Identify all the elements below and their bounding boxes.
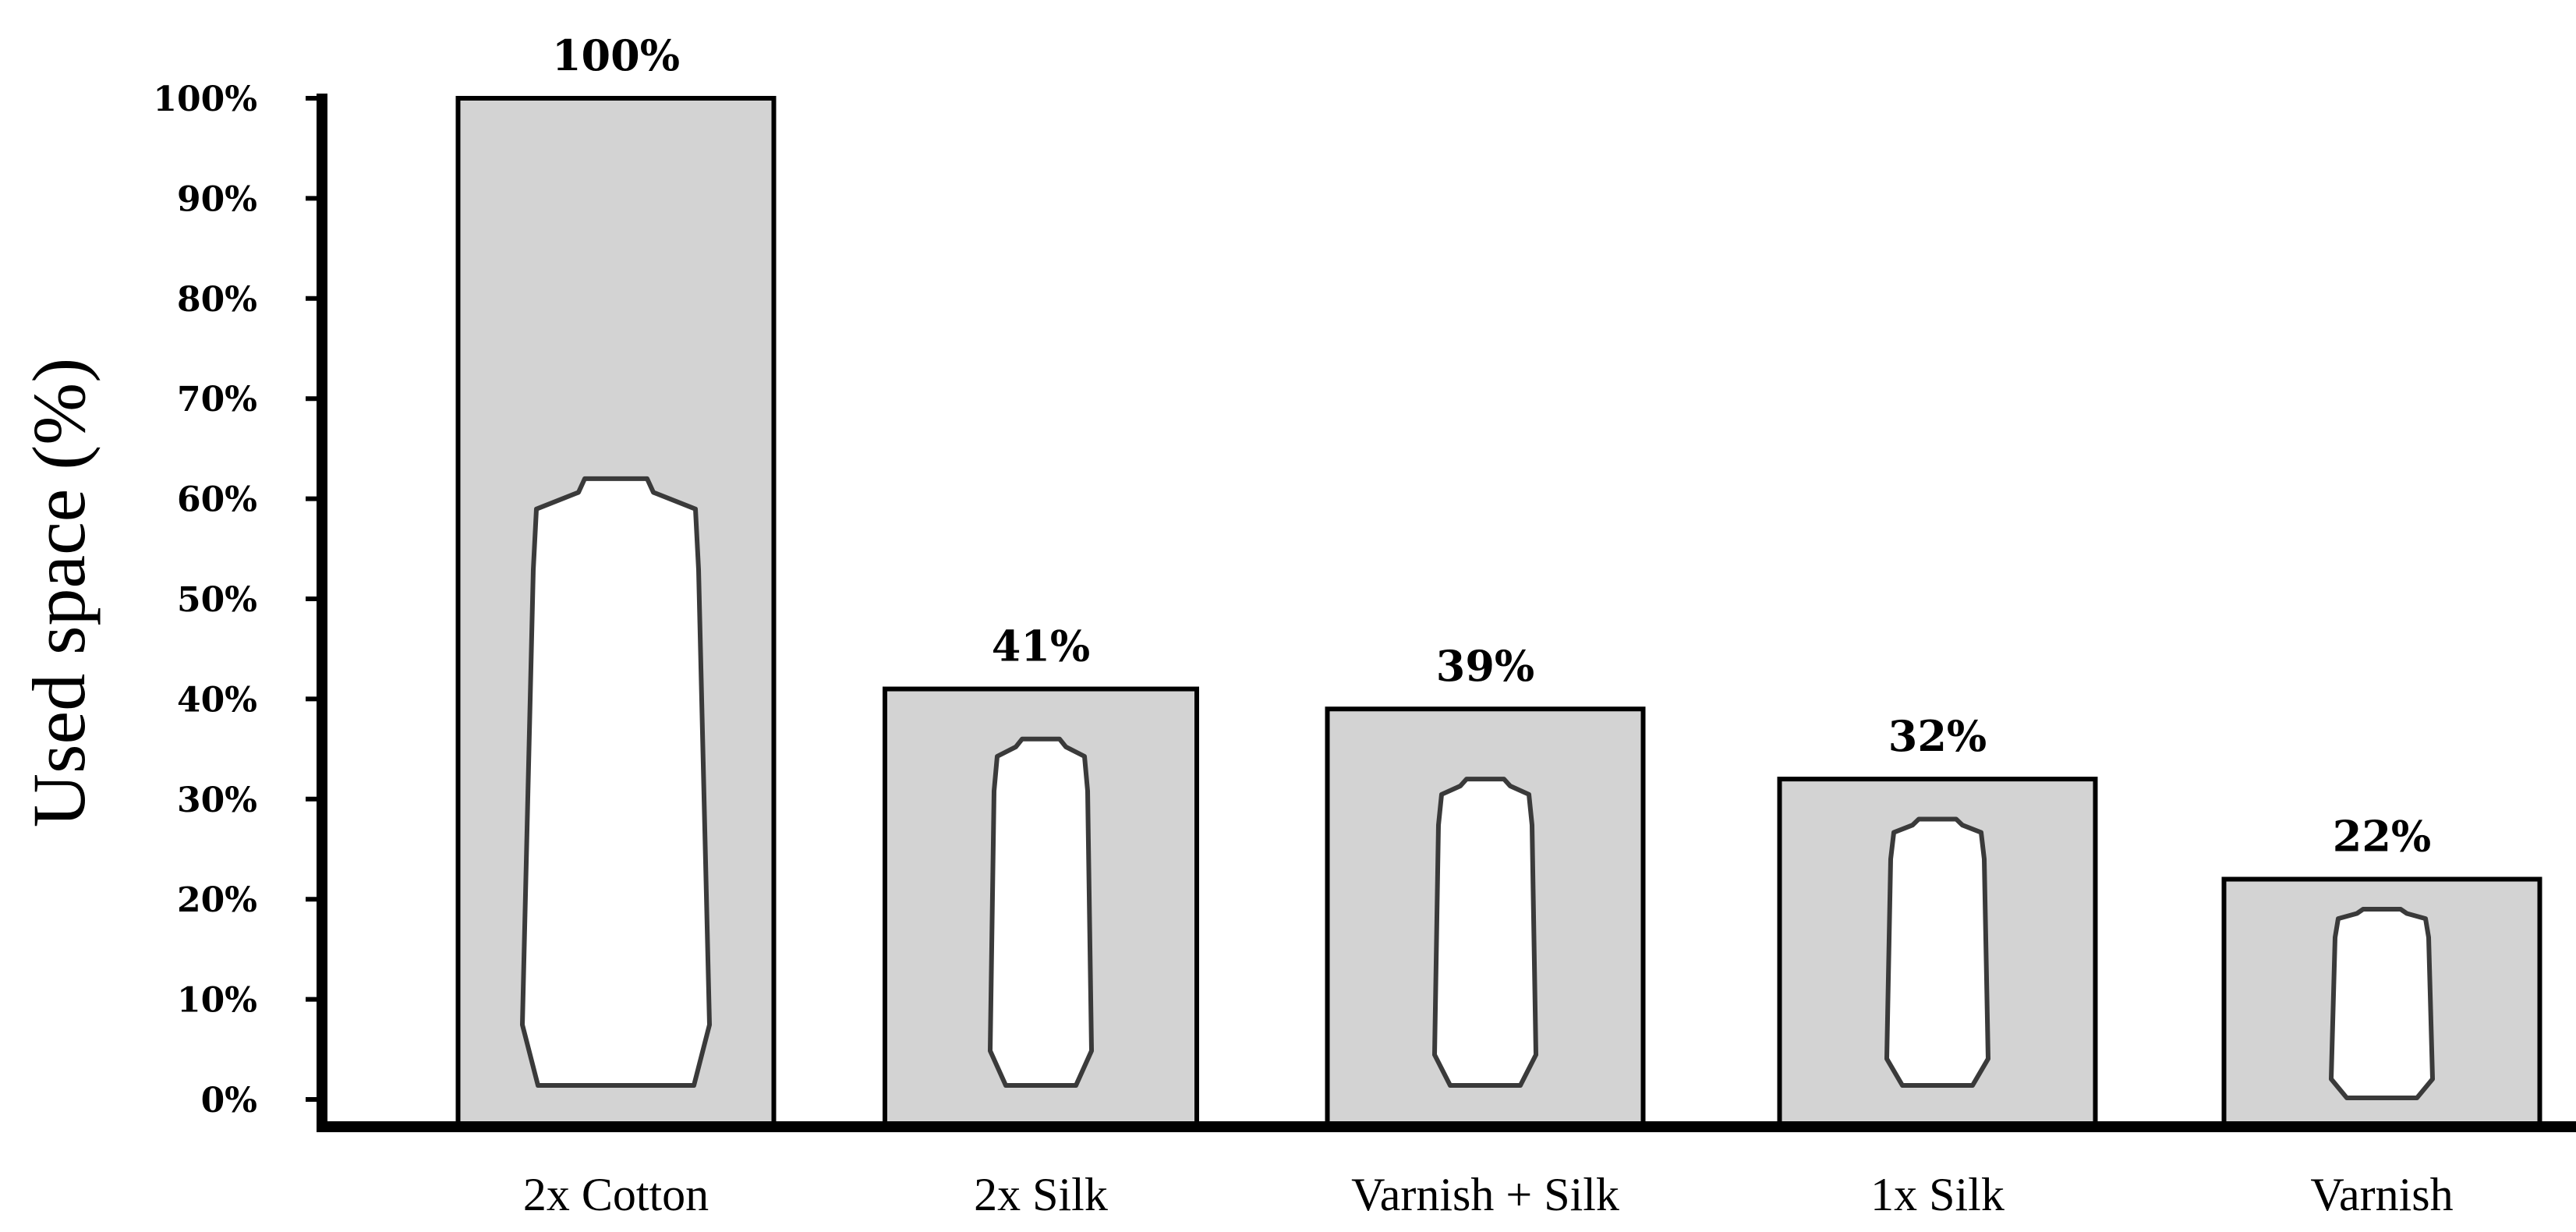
data-label: 39% [1436, 641, 1534, 691]
axes [317, 94, 2576, 1132]
category-label: 2x Silk [974, 1169, 1108, 1220]
bottle-icon [520, 476, 712, 1088]
y-axis-title: Used space (%) [17, 358, 101, 827]
y-tick-label: 10% [177, 981, 257, 1021]
y-tick-label: 50% [177, 580, 257, 620]
y-tick-label: 40% [177, 680, 257, 720]
bottle-icon [1884, 816, 1990, 1088]
y-tick-label: 60% [177, 480, 257, 520]
y-tick-label: 80% [177, 280, 257, 320]
bars [455, 96, 2542, 1130]
y-tick-label: 70% [177, 380, 257, 420]
y-tick-label: 90% [177, 179, 257, 219]
data-label: 22% [2333, 812, 2431, 862]
y-tick-label: 100% [153, 80, 257, 119]
bottle-icon [988, 736, 1094, 1088]
y-axis-ticks: 0% 10% 20% 30% 40% 50% 60% 70% 80% 90% 100% [153, 80, 327, 1120]
y-tick-label: 20% [177, 880, 257, 920]
category-label: Varnish + Silk [1351, 1169, 1619, 1220]
category-label: 2x Cotton [523, 1169, 709, 1220]
bottle-icon [1432, 777, 1538, 1088]
bottle-icon [2329, 907, 2435, 1100]
y-tick-label: 30% [177, 781, 257, 820]
category-label: 1x Silk [1870, 1169, 2005, 1220]
y-tick-label: 0% [201, 1081, 257, 1120]
data-label: 32% [1888, 711, 1987, 761]
data-label: 41% [992, 621, 1090, 671]
data-label: 100% [552, 30, 680, 80]
category-label: Varnish [2310, 1169, 2453, 1220]
labels: 100% 2x Cotton 41% 2x Silk 39% Varnish + Silk… [523, 30, 2454, 1220]
